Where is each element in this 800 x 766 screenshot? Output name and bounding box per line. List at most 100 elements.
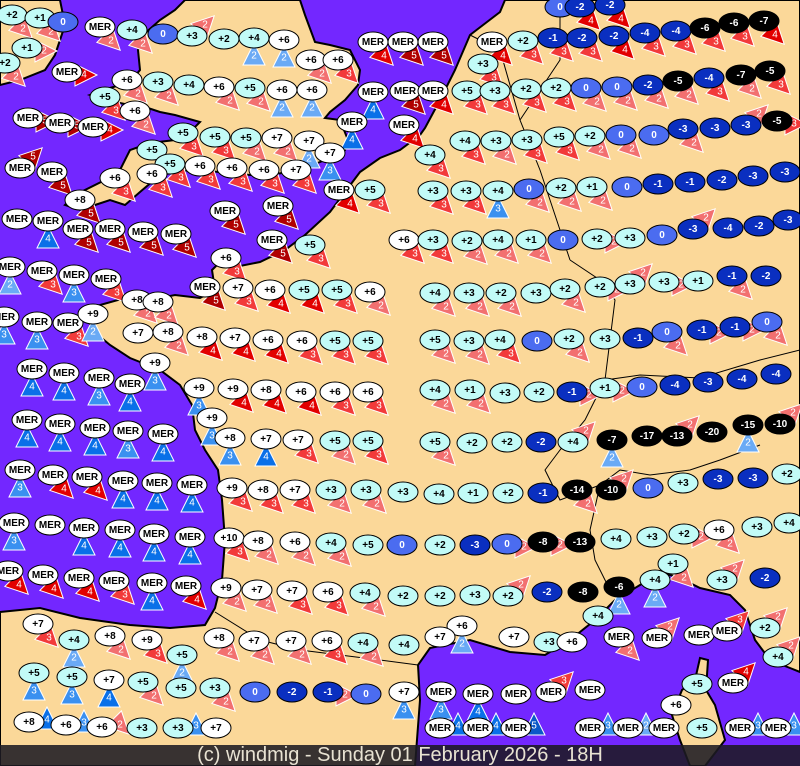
temperature-badge (414, 144, 446, 166)
wind-force: 2 (7, 280, 13, 291)
wind-arrow-icon (0, 270, 22, 295)
wind-arrow-icon (15, 423, 39, 448)
wind-force: 3 (1, 330, 7, 341)
temperature-marker: -17 (631, 425, 663, 447)
wind-force: 3 (376, 350, 382, 361)
sea-marker: MER (323, 179, 355, 201)
temperature-value: +3 (209, 683, 221, 694)
temperature-marker: +3 (417, 229, 449, 251)
temperature-value: 0 (504, 539, 510, 550)
temperature-value: +9 (141, 635, 153, 646)
temperature-value: MER (430, 687, 453, 698)
wind-arrow-icon (97, 683, 121, 708)
temperature-value: +2 (434, 591, 446, 602)
sea-marker: MER (500, 717, 532, 739)
temperature-badge (142, 71, 174, 93)
wind-force: 4 (29, 382, 35, 393)
temperature-badge (750, 265, 782, 287)
temperature-badge (18, 662, 50, 684)
temperature-value: +4 (567, 437, 579, 448)
temperature-marker: 0 (601, 76, 633, 98)
temperature-value: +9 (206, 413, 218, 424)
temperature-marker: +3 (176, 25, 208, 47)
temperature-value: +3 (624, 279, 636, 290)
wind-force: 3 (71, 288, 77, 299)
sea-marker: MER (147, 423, 179, 445)
temperature-badge (12, 107, 44, 129)
temperature-value: +6 (306, 85, 318, 96)
temperature-badge (515, 229, 547, 251)
temperature-marker: 0 (513, 178, 545, 200)
wind-force: 3 (401, 705, 407, 716)
sea-marker: MER (98, 570, 130, 592)
temperature-badge (214, 427, 246, 449)
temperature-value: MER (722, 678, 745, 689)
temperature-marker: +5 (321, 279, 353, 301)
temperature-value: +2 (495, 288, 507, 299)
temperature-marker: 0 (547, 229, 579, 251)
temperature-badge (760, 363, 792, 385)
temperature-badge (199, 126, 231, 148)
temperature-badge (64, 189, 96, 211)
temperature-value: +3 (136, 723, 148, 734)
temperature-badge (119, 100, 151, 122)
temperature-value: -4 (671, 380, 680, 391)
sea-marker: MER (79, 417, 111, 439)
temperature-badge (527, 482, 559, 504)
temperature-badge (589, 377, 621, 399)
temperature-value: 0 (399, 540, 405, 551)
temperature-badge (114, 373, 146, 395)
temperature-badge (480, 130, 512, 152)
temperature-marker: +4 (582, 605, 614, 627)
temperature-marker: +8 (214, 427, 246, 449)
temperature-value: +5 (329, 336, 341, 347)
wind-arrow: 2 (643, 583, 667, 608)
wind-arrow-icon (272, 43, 296, 68)
temperature-badge (174, 526, 206, 548)
temperature-badge (336, 111, 368, 133)
temperature-marker: +3 (667, 472, 699, 494)
temperature-value: -1 (549, 33, 558, 44)
temperature-value: MER (84, 423, 107, 434)
temperature-marker: -3 (459, 534, 491, 556)
temperature-value: MER (152, 429, 175, 440)
temperature-badge (141, 472, 173, 494)
temperature-value: MER (765, 723, 788, 734)
temperature-badge (638, 124, 670, 146)
temperature-badge (222, 277, 254, 299)
temperature-value: +5 (691, 679, 703, 690)
temperature-badge (667, 472, 699, 494)
temperature-marker: +6 (203, 76, 235, 98)
wind-force: 4 (106, 693, 112, 704)
temperature-marker: +6 (388, 229, 420, 251)
temperature-badge (349, 582, 381, 604)
temperature-value: +7 (289, 485, 301, 496)
wind-force: 2 (691, 138, 697, 149)
temperature-value: +3 (530, 288, 542, 299)
temperature-marker: +3 (741, 516, 773, 538)
wind-force: 4 (189, 498, 195, 509)
wind-arrow-icon (142, 537, 166, 562)
temperature-value: +5 (331, 285, 343, 296)
temperature-marker: +7 (314, 142, 346, 164)
temperature-badge (773, 512, 800, 534)
wind-force: 3 (155, 649, 161, 660)
sea-marker: MER (500, 683, 532, 705)
wind-force: 3 (240, 177, 246, 188)
temperature-badge (217, 378, 249, 400)
temperature-badge (589, 328, 621, 350)
temperature-badge (242, 530, 274, 552)
temperature-badge (449, 130, 481, 152)
temperature-value: +4 (592, 611, 604, 622)
temperature-marker: -3 (692, 371, 724, 393)
temperature-marker: +6 (286, 330, 318, 352)
temperature-value: 0 (664, 327, 670, 338)
temperature-value: +4 (429, 385, 441, 396)
temperature-value: MER (181, 480, 204, 491)
wind-force: 4 (24, 433, 30, 444)
temperature-badge (288, 279, 320, 301)
temperature-marker: +8 (242, 530, 274, 552)
wind-arrow: 4 (72, 531, 96, 556)
temperature-marker: +4 (58, 629, 90, 651)
wind-force: 4 (274, 399, 280, 410)
